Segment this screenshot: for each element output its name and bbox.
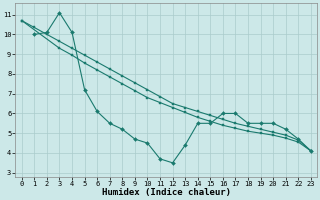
X-axis label: Humidex (Indice chaleur): Humidex (Indice chaleur) (102, 188, 231, 197)
